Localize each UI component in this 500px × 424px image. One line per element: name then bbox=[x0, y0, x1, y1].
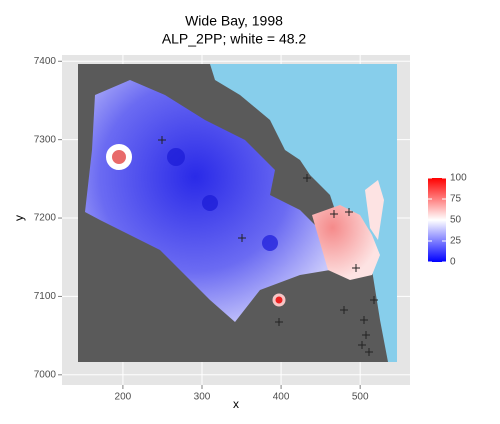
legend-tick-label: 75 bbox=[450, 194, 462, 205]
y-tick-label: 7300 bbox=[34, 134, 57, 145]
x-tick-label: 200 bbox=[115, 392, 132, 403]
legend-tick-label: 0 bbox=[450, 257, 456, 268]
x-tick-label: 300 bbox=[194, 392, 211, 403]
x-tick-label: 500 bbox=[352, 392, 369, 403]
hotspot bbox=[167, 148, 185, 166]
x-tick-label: 400 bbox=[273, 392, 290, 403]
chart-title: Wide Bay, 1998 bbox=[185, 13, 283, 29]
hotspot bbox=[272, 293, 286, 307]
y-tick-label: 7400 bbox=[34, 56, 57, 67]
hotspot bbox=[262, 235, 278, 251]
hotspot bbox=[202, 195, 218, 211]
chart-subtitle: ALP_2PP; white = 48.2 bbox=[162, 31, 307, 47]
legend-tick-label: 25 bbox=[450, 236, 462, 247]
legend-tick-label: 50 bbox=[450, 215, 462, 226]
x-axis-label: x bbox=[233, 397, 239, 411]
legend-tick-label: 100 bbox=[450, 173, 467, 184]
y-tick-label: 7000 bbox=[34, 369, 57, 380]
y-tick-label: 7200 bbox=[34, 213, 57, 224]
legend-colorbar bbox=[428, 178, 446, 262]
markers bbox=[158, 136, 378, 356]
y-axis-label: y bbox=[12, 215, 26, 221]
y-tick-label: 7100 bbox=[34, 291, 57, 302]
hotspot bbox=[106, 144, 132, 170]
electorate-area bbox=[365, 180, 384, 240]
sea bbox=[210, 64, 397, 362]
electorate-area bbox=[312, 205, 380, 280]
map bbox=[78, 64, 397, 362]
